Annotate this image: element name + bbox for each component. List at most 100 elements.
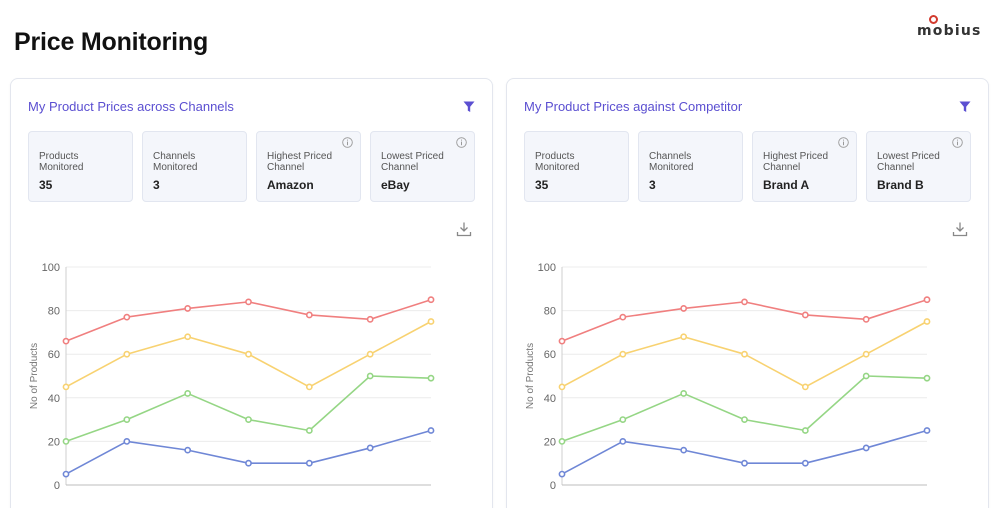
card-value: Amazon	[267, 178, 314, 192]
y-tick-label: 60	[544, 349, 556, 361]
data-point	[62, 383, 70, 391]
brand-logo-text: mobius	[917, 23, 982, 39]
data-point	[184, 305, 192, 312]
card-highest-priced-channel: Highest Priced Channel Amazon	[256, 131, 361, 202]
data-point	[305, 311, 313, 319]
series-line-4	[561, 429, 928, 475]
y-tick-label: 40	[48, 393, 60, 405]
card-value: 35	[39, 178, 53, 192]
data-point	[680, 446, 688, 454]
data-point	[801, 459, 809, 467]
data-point	[741, 298, 748, 306]
card-lowest-priced-channel: Lowest Priced Channel eBay	[370, 131, 475, 202]
data-point	[123, 350, 131, 358]
data-point	[62, 470, 70, 478]
card-label: Products Monitored	[39, 151, 84, 173]
data-point	[366, 315, 374, 323]
series-line-3	[65, 375, 432, 443]
data-point	[427, 318, 435, 325]
data-point	[366, 372, 374, 380]
panel-competitor: My Product Prices against Competitor Pro…	[506, 78, 989, 508]
download-icon[interactable]	[456, 221, 472, 237]
series-line-1	[65, 298, 432, 342]
card-value: 3	[153, 178, 160, 192]
info-icon[interactable]	[838, 137, 849, 148]
data-point	[680, 390, 688, 397]
brand-logo: mobius	[913, 14, 983, 40]
data-point	[741, 416, 748, 423]
panel-title: My Product Prices across Channels	[28, 99, 234, 114]
data-point	[305, 427, 313, 434]
card-lowest-priced-channel: Lowest Priced Channel Brand B	[866, 131, 971, 202]
data-point	[366, 444, 374, 452]
data-point	[862, 315, 870, 323]
y-tick-label: 0	[54, 480, 60, 492]
y-tick-label: 100	[538, 262, 556, 274]
data-point	[862, 444, 870, 452]
data-point	[801, 427, 809, 434]
data-point	[184, 446, 192, 454]
data-point	[801, 383, 809, 391]
line-chart: 0 20 40 60 80 100 No of Products	[29, 262, 435, 492]
data-point	[558, 470, 566, 478]
brand-logo-mark	[929, 15, 938, 24]
y-tick-label: 80	[48, 306, 60, 318]
card-label: Highest Priced Channel	[267, 151, 333, 173]
data-point	[923, 427, 931, 434]
data-point	[741, 350, 748, 358]
data-point	[427, 427, 435, 434]
card-label: Channels Monitored	[649, 151, 694, 173]
y-axis-label: No of Products	[525, 343, 536, 409]
download-icon[interactable]	[952, 221, 968, 237]
data-point	[184, 333, 192, 341]
data-point	[923, 374, 931, 382]
panel-title: My Product Prices against Competitor	[524, 99, 743, 114]
data-point	[427, 296, 435, 304]
card-value: Brand A	[763, 178, 810, 192]
card-channels-monitored: Channels Monitored 3	[638, 131, 743, 202]
data-point	[366, 350, 374, 358]
data-point	[923, 296, 931, 304]
card-products-monitored: Products Monitored 35	[524, 131, 629, 202]
data-point	[619, 313, 627, 321]
data-point	[680, 305, 688, 312]
data-point	[923, 318, 931, 325]
line-chart: 0 20 40 60 80 100 No of Products	[525, 262, 931, 492]
y-tick-label: 80	[544, 306, 556, 318]
series-line-1	[561, 298, 928, 342]
data-point	[680, 333, 688, 341]
data-point	[619, 437, 627, 445]
y-tick-label: 40	[544, 393, 556, 405]
card-label: Channels Monitored	[153, 151, 198, 173]
panel-channels: My Product Prices across Channels Produc…	[10, 78, 493, 508]
series-line-3	[561, 375, 928, 443]
data-point	[801, 311, 809, 319]
data-point	[619, 350, 627, 358]
y-tick-label: 20	[48, 436, 60, 448]
info-icon[interactable]	[456, 137, 467, 148]
card-label: Lowest Priced Channel	[381, 151, 444, 173]
filter-icon[interactable]	[463, 101, 475, 113]
y-tick-label: 100	[42, 262, 60, 274]
series-line-4	[65, 429, 432, 475]
card-channels-monitored: Channels Monitored 3	[142, 131, 247, 202]
info-icon[interactable]	[952, 137, 963, 148]
data-point	[558, 437, 566, 445]
data-point	[619, 416, 627, 423]
data-point	[427, 374, 435, 382]
data-point	[862, 372, 870, 380]
info-icon[interactable]	[342, 137, 353, 148]
card-value: 3	[649, 178, 656, 192]
filter-icon[interactable]	[959, 101, 971, 113]
card-label: Lowest Priced Channel	[877, 151, 940, 173]
data-point	[62, 337, 70, 345]
data-point	[305, 383, 313, 391]
data-point	[558, 383, 566, 391]
data-point	[62, 437, 70, 445]
y-tick-label: 0	[550, 480, 556, 492]
data-point	[184, 390, 192, 397]
card-label: Highest Priced Channel	[763, 151, 829, 173]
card-highest-priced-channel: Highest Priced Channel Brand A	[752, 131, 857, 202]
card-value: Brand B	[877, 178, 924, 192]
data-point	[245, 459, 252, 467]
